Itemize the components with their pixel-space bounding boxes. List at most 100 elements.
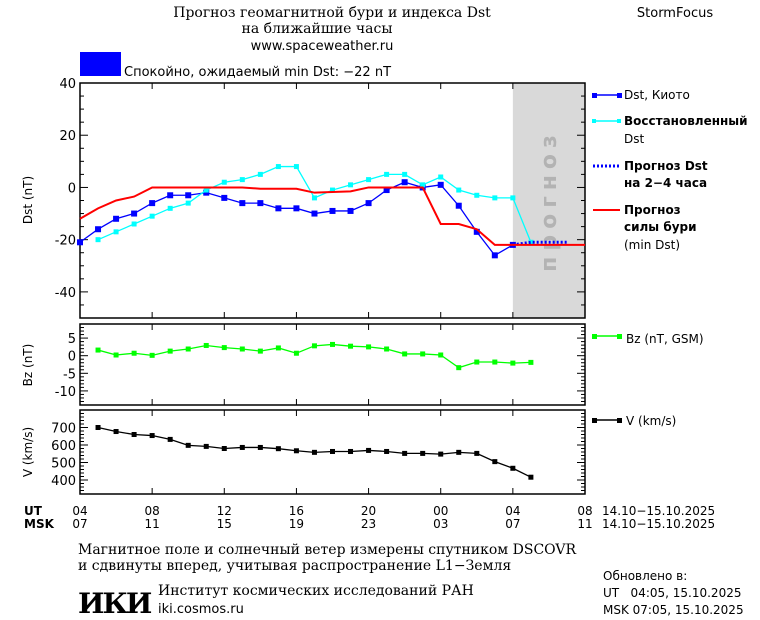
legend-marker-dst [592, 93, 597, 98]
site-url[interactable]: www.spaceweather.ru [251, 39, 394, 54]
brand-name: StormFocus [637, 6, 713, 21]
data-point [311, 195, 317, 201]
y-tick-label: 20 [59, 129, 76, 144]
data-point [95, 237, 101, 243]
chart-title-line1: Прогноз геомагнитной бури и индекса Dst [173, 5, 491, 21]
data-point [131, 221, 137, 227]
panel-1: 5 0 -5 -10 [55, 323, 586, 406]
data-point [384, 448, 390, 454]
data-point [455, 202, 462, 209]
data-point [149, 200, 156, 207]
data-point [275, 164, 281, 170]
y-tick-label: -40 [55, 286, 76, 301]
data-point [77, 239, 83, 246]
legend-restored-1: Восстановленный [624, 114, 748, 128]
data-point [275, 205, 282, 212]
data-point [492, 459, 498, 465]
data-point [167, 436, 173, 442]
legend-forecast-dst-1: Прогноз Dst [624, 159, 708, 173]
data-point [185, 192, 192, 199]
data-point [438, 174, 444, 180]
msk-label: MSK [24, 517, 55, 531]
legend-marker-dst-end [617, 93, 622, 98]
v-axis-label: V (km/s) [21, 427, 35, 477]
data-point [456, 449, 462, 455]
data-point [420, 351, 426, 357]
data-point [329, 207, 336, 214]
footer-note-2: и сдвинуты вперед, учитывая распростране… [78, 558, 511, 574]
panel-2: 700 600 500 400 [51, 409, 586, 495]
msk-tick-label: 15 [217, 517, 232, 531]
date-range-ut: 14.10−15.10.2025 [602, 504, 715, 518]
data-point [293, 205, 300, 212]
footer-note-1: Магнитное поле и солнечный ветер измерен… [78, 542, 577, 558]
data-point [384, 346, 390, 352]
chart-title-line2: на ближайшие часы [241, 21, 392, 37]
data-point [311, 210, 318, 217]
data-point [275, 345, 281, 351]
data-point [438, 451, 444, 457]
institute-site[interactable]: iki.cosmos.ru [158, 602, 244, 617]
legend-marker-v-end [617, 418, 622, 423]
data-point [95, 226, 102, 233]
status-color-swatch [80, 52, 121, 76]
ut-tick-label: 04 [505, 504, 520, 518]
updated-label: Обновлено в: [603, 569, 687, 583]
data-point [491, 252, 498, 259]
y-tick-label: 400 [51, 474, 76, 489]
data-point [113, 229, 119, 235]
y-tick-label: 5 [68, 332, 76, 347]
ut-label: UT [24, 504, 43, 518]
data-point [330, 187, 335, 193]
forecast-region-label: прогноз [537, 129, 562, 272]
data-point [510, 195, 516, 201]
legend-storm-3: (min Dst) [624, 238, 680, 252]
data-point [311, 449, 317, 455]
panel-frame [79, 323, 586, 406]
bz-axis-label: Bz (nT) [21, 344, 35, 387]
data-point [330, 341, 335, 347]
legend-marker-restored-end [617, 119, 621, 123]
data-point [528, 359, 534, 365]
ut-tick-label: 20 [361, 504, 376, 518]
data-point [257, 200, 264, 207]
institute-name: Институт космических исследований РАН [158, 583, 474, 599]
msk-tick-label: 19 [289, 517, 304, 531]
data-point [348, 343, 354, 349]
data-point [185, 200, 191, 206]
data-point [456, 187, 462, 193]
data-point [131, 350, 137, 356]
data-point [383, 187, 390, 194]
series-line-0-3 [79, 186, 585, 246]
legend-forecast-dst-2: на 2−4 часа [624, 176, 707, 190]
data-point [221, 345, 227, 351]
data-point [528, 474, 534, 480]
data-point [149, 352, 155, 358]
panel-frame [79, 82, 586, 319]
legend-storm-2: силы бури [624, 220, 697, 234]
legend-storm-1: Прогноз [624, 203, 681, 217]
legend-bz: Bz (nT, GSM) [626, 332, 704, 346]
y-tick-label: 600 [51, 439, 76, 454]
data-point [239, 200, 246, 207]
ut-tick-label: 12 [217, 504, 232, 518]
ut-tick-label: 00 [433, 504, 448, 518]
data-point [257, 348, 263, 354]
data-point [203, 443, 209, 449]
y-tick-label: -10 [55, 385, 76, 400]
y-tick-label: 0 [68, 181, 76, 196]
data-point [221, 179, 227, 185]
data-point [420, 450, 426, 456]
data-point [149, 433, 155, 439]
msk-tick-label: 11 [577, 517, 592, 531]
data-point [293, 350, 299, 356]
data-point [239, 177, 245, 183]
y-tick-label: 700 [51, 422, 76, 437]
date-range-msk: 14.10−15.10.2025 [602, 517, 715, 531]
legend-marker-bz-end [617, 334, 622, 339]
y-tick-label: 0 [68, 350, 76, 365]
legend-restored-2: Dst [624, 132, 644, 146]
msk-tick-label: 11 [145, 517, 160, 531]
